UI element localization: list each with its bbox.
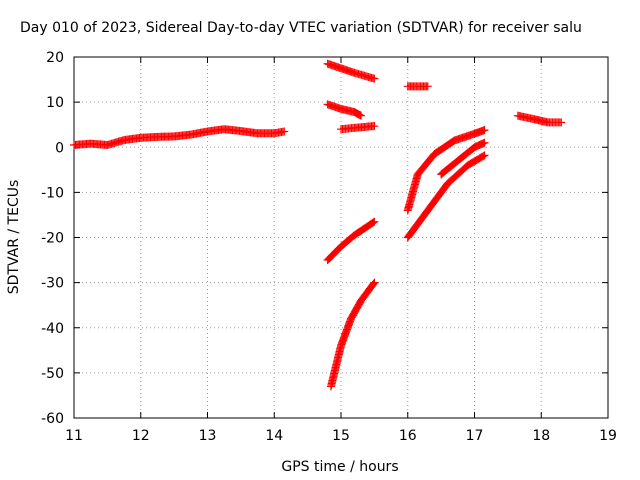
x-tick-label: 16 (399, 428, 417, 444)
plot-frame (73, 56, 609, 419)
series-markers-s1 (70, 125, 289, 149)
series-markers-s3 (323, 100, 366, 120)
x-tick-label: 11 (65, 428, 83, 444)
x-axis-label: GPS time / hours (281, 459, 398, 475)
series-markers-s10 (403, 151, 489, 242)
x-tick-label: 19 (599, 428, 617, 444)
y-tick-label: -50 (41, 366, 64, 382)
series-markers-s4 (337, 122, 379, 134)
y-tick-label: -20 (41, 231, 64, 247)
y-tick-label: -60 (41, 411, 64, 427)
x-tick-label: 15 (332, 428, 350, 444)
series-markers-s7 (326, 278, 379, 391)
series-markers-s2 (323, 59, 379, 83)
series-markers-s6 (323, 217, 379, 265)
series-markers-s11 (513, 111, 566, 127)
y-tick-label: 0 (55, 140, 64, 156)
x-tick-label: 14 (265, 428, 283, 444)
y-tick-label: -40 (41, 321, 64, 337)
x-tick-label: 12 (132, 428, 150, 444)
chart-title: Day 010 of 2023, Sidereal Day-to-day VTE… (20, 20, 582, 36)
y-tick-label: 20 (46, 50, 64, 66)
series-markers-s9 (437, 138, 489, 179)
y-axis-label: SDTVAR / TECUs (6, 180, 22, 295)
y-tick-label: 10 (46, 95, 64, 111)
y-tick-label: -30 (41, 276, 64, 292)
x-tick-label: 13 (199, 428, 217, 444)
tick-layer: 11 12 13 14 15 16 17 18 19 -60 -50 -40 -30 -20 -10 0 10 2… (41, 50, 617, 444)
y-tick-label: -10 (41, 185, 64, 201)
x-tick-label: 17 (466, 428, 484, 444)
series-markers-s8 (403, 126, 489, 215)
data-layer (70, 59, 566, 391)
x-tick-label: 18 (532, 428, 550, 444)
series-markers-s5 (403, 82, 432, 91)
